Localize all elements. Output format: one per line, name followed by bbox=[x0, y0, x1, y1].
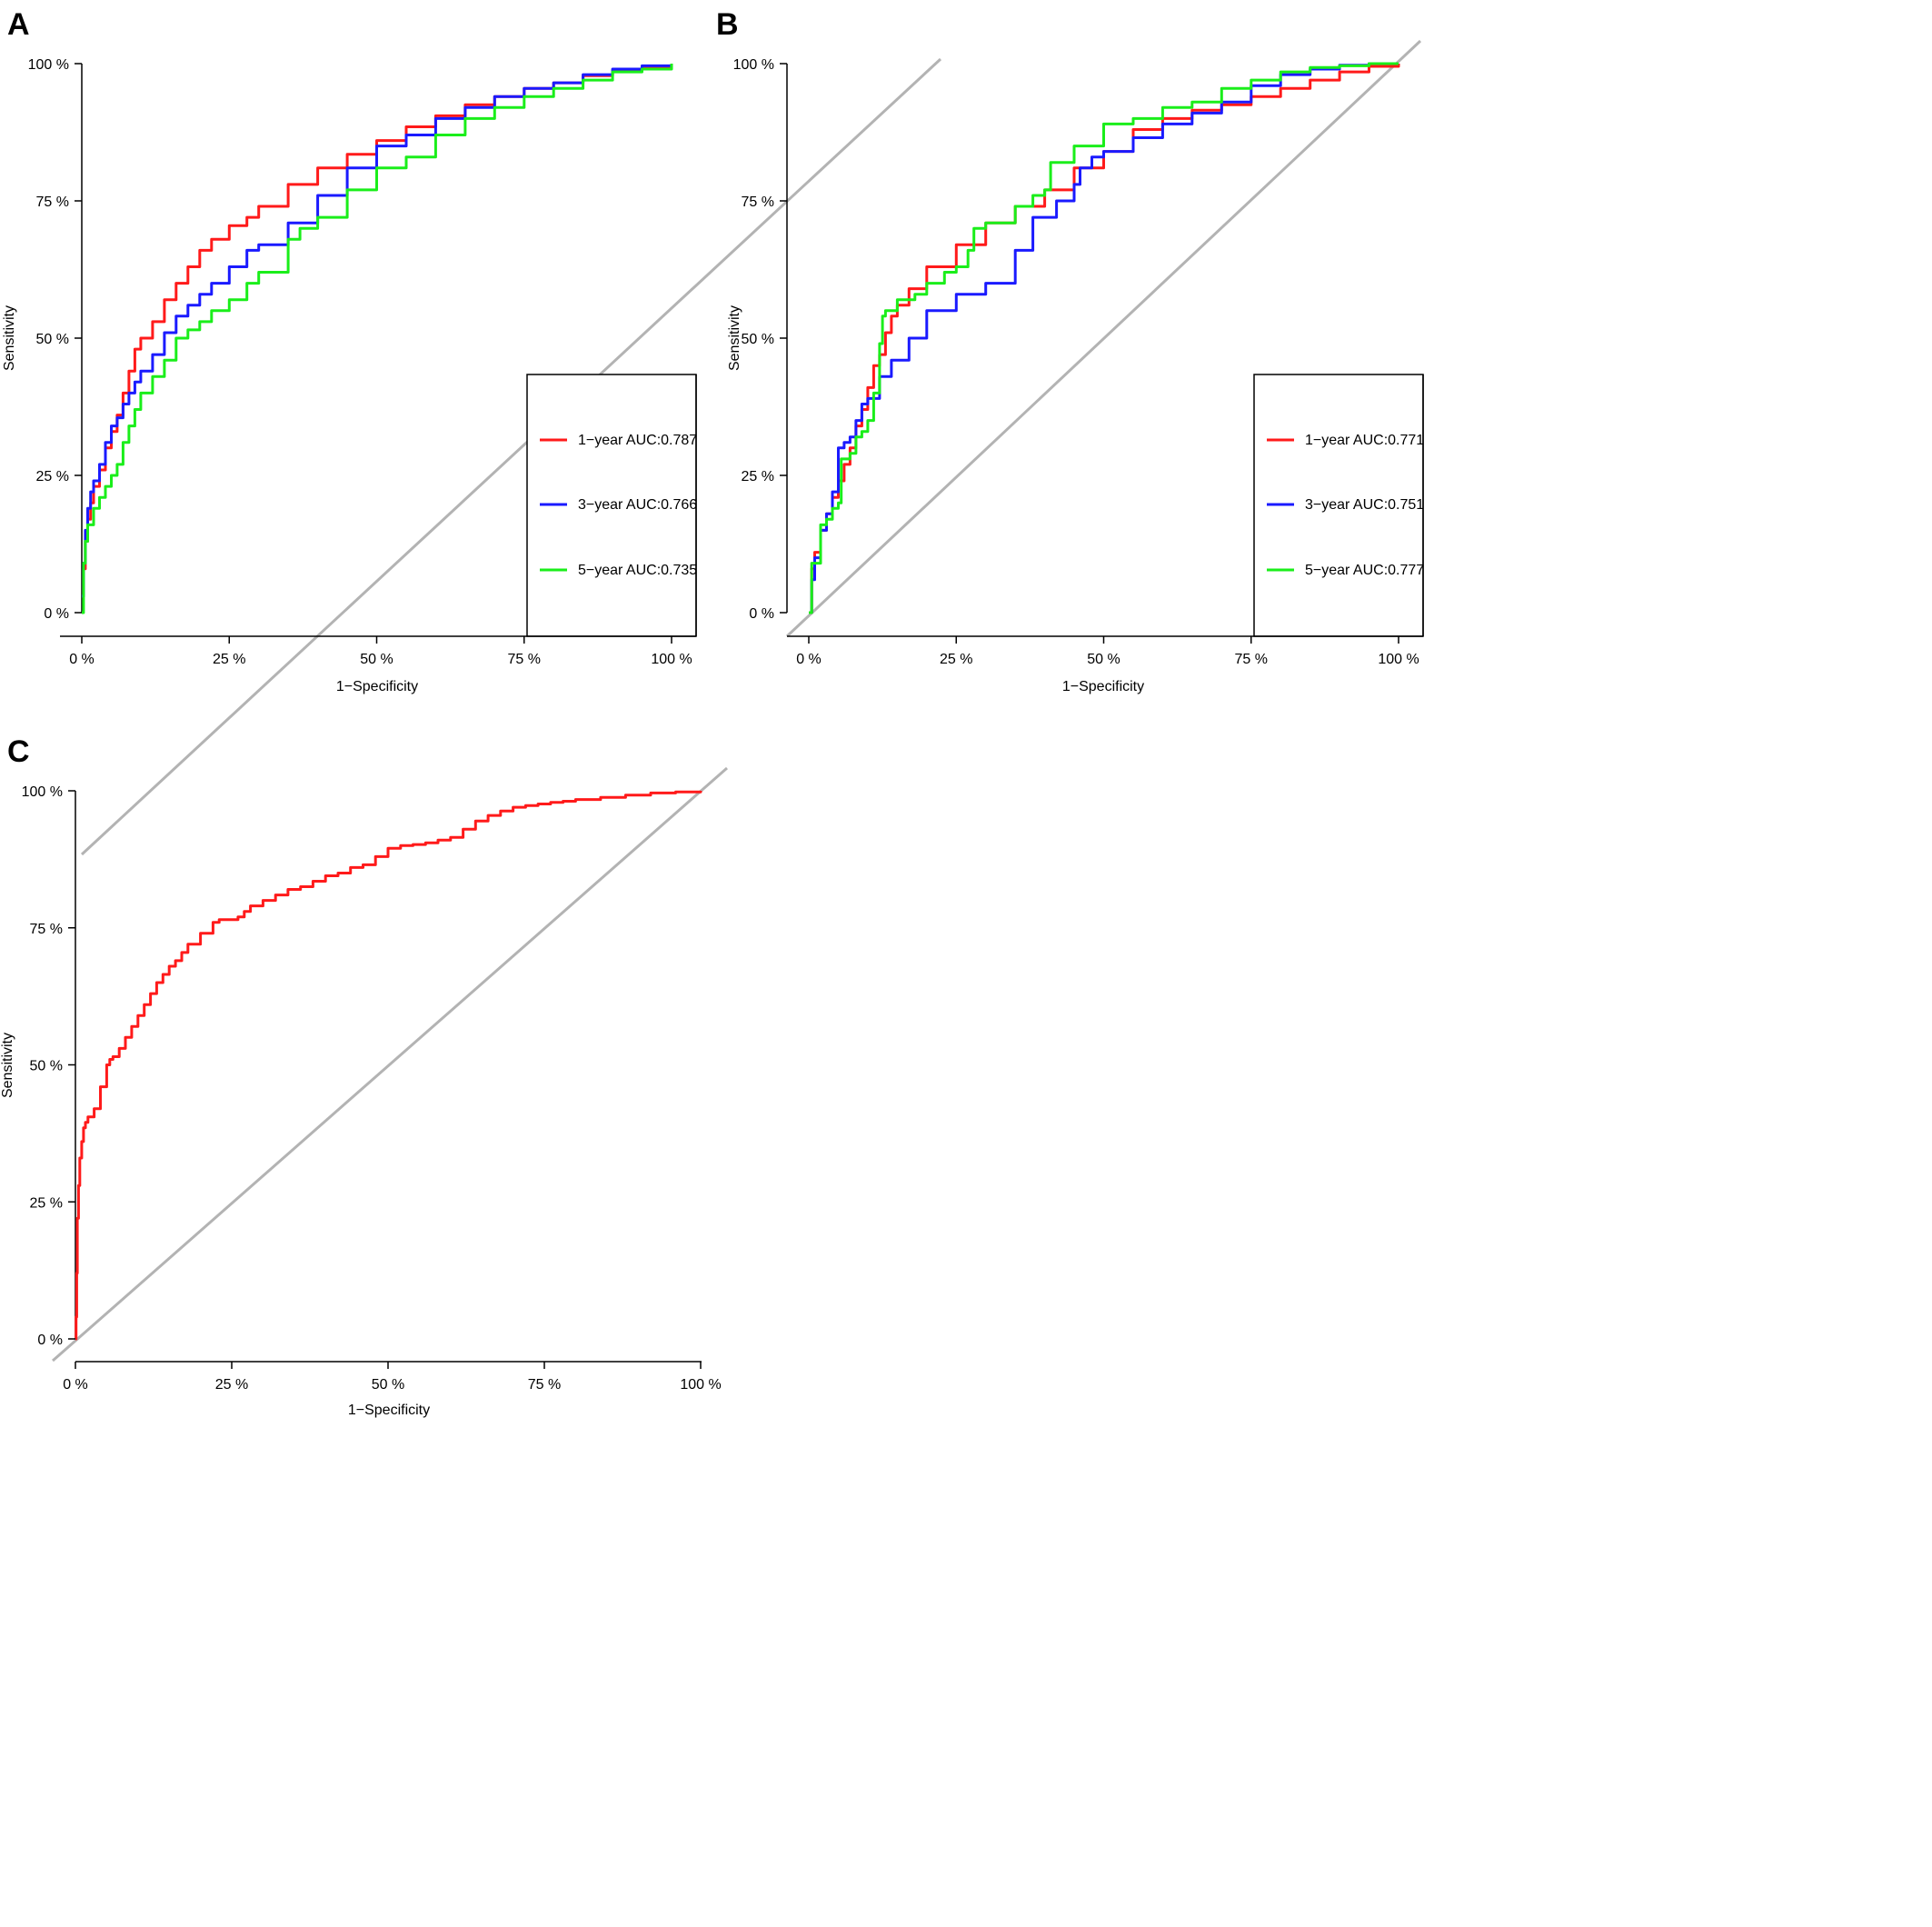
panel-b: B 0 % 25 % 50 % 75 % 100 % 0 % 25 % 50 % 75 % 10… bbox=[716, 7, 1424, 694]
panel-b-legend-label-3year: 3−year AUC:0.751 bbox=[1305, 497, 1424, 513]
panel-b-xtick-label: 100 % bbox=[1378, 652, 1419, 667]
panel-b-ytick-label: 100 % bbox=[733, 57, 774, 73]
panel-a-xtick-label: 25 % bbox=[213, 652, 245, 667]
panel-a-ytick-label: 0 % bbox=[44, 606, 69, 622]
panel-a-xtick-label: 75 % bbox=[508, 652, 541, 667]
panel-c-ytick-label: 50 % bbox=[30, 1059, 63, 1074]
panel-b-ytick-label: 25 % bbox=[742, 469, 774, 484]
panel-b-xtick-label: 25 % bbox=[940, 652, 972, 667]
panel-b-xlabel: 1−Specificity bbox=[1062, 679, 1144, 694]
panel-a-label: A bbox=[7, 7, 30, 42]
panel-a-xtick-label: 0 % bbox=[69, 652, 95, 667]
panel-b-ytick-label: 50 % bbox=[742, 332, 774, 347]
panel-a-diagonal-reference bbox=[80, 57, 942, 856]
panel-c-diagonal-reference bbox=[52, 766, 728, 1363]
panel-b-ylabel: Sensitivity bbox=[727, 305, 742, 371]
panel-a-series-5year bbox=[82, 64, 673, 614]
panel-a-legend-label-3year: 3−year AUC:0.766 bbox=[578, 497, 697, 513]
panel-b-legend-label-5year: 5−year AUC:0.777 bbox=[1305, 563, 1424, 578]
panel-c-label: C bbox=[7, 734, 30, 769]
panel-a-series-3year bbox=[82, 64, 673, 598]
panel-c-ylabel: Sensitivity bbox=[0, 1033, 15, 1098]
panel-b-series-5year bbox=[809, 62, 1399, 614]
panel-c-xtick-label: 25 % bbox=[215, 1377, 248, 1393]
panel-a-ytick-label: 100 % bbox=[28, 57, 69, 73]
panel-b-xtick-label: 75 % bbox=[1235, 652, 1268, 667]
panel-c-ytick-label: 0 % bbox=[37, 1333, 63, 1348]
panel-a-ytick-label: 25 % bbox=[36, 469, 69, 484]
panel-c-xtick-label: 50 % bbox=[372, 1377, 404, 1393]
panel-a-xlabel: 1−Specificity bbox=[336, 679, 418, 694]
panel-b-label: B bbox=[716, 7, 739, 42]
panel-a-ytick-label: 50 % bbox=[36, 332, 69, 347]
panel-a-legend-label-5year: 5−year AUC:0.735 bbox=[578, 563, 697, 578]
panel-b-xtick-label: 0 % bbox=[796, 652, 822, 667]
panel-c-ytick-label: 75 % bbox=[30, 922, 63, 937]
panel-c-ytick-label: 25 % bbox=[30, 1195, 63, 1211]
panel-c-ytick-label: 100 % bbox=[22, 784, 63, 800]
panel-a: A 0 % 25 % 50 % 75 % 100 % 0 % 25 % 50 % 75 % 10… bbox=[2, 7, 942, 856]
panel-a-ylabel: Sensitivity bbox=[2, 305, 17, 371]
panel-b-series-3year bbox=[809, 62, 1399, 614]
panel-c-xtick-label: 75 % bbox=[528, 1377, 561, 1393]
panel-b-ytick-label: 0 % bbox=[749, 606, 774, 622]
panel-a-legend-label-1year: 1−year AUC:0.787 bbox=[578, 433, 697, 448]
panel-a-ytick-label: 75 % bbox=[36, 195, 69, 210]
panel-c: C 0 % 25 % 50 % 75 % 100 % 0 % 25 % 50 % 75 % 10… bbox=[0, 734, 728, 1418]
panel-c-xlabel: 1−Specificity bbox=[348, 1403, 430, 1418]
panel-b-xtick-label: 50 % bbox=[1087, 652, 1120, 667]
panel-c-xtick-label: 100 % bbox=[680, 1377, 721, 1393]
panel-c-xtick-label: 0 % bbox=[63, 1377, 88, 1393]
panel-a-xtick-label: 100 % bbox=[651, 652, 692, 667]
panel-a-xtick-label: 50 % bbox=[360, 652, 393, 667]
panel-b-legend-label-1year: 1−year AUC:0.771 bbox=[1305, 433, 1424, 448]
panel-b-ytick-label: 75 % bbox=[742, 195, 774, 210]
panel-b-diagonal-reference bbox=[785, 39, 1422, 638]
panel-c-series-roc bbox=[75, 790, 702, 1341]
